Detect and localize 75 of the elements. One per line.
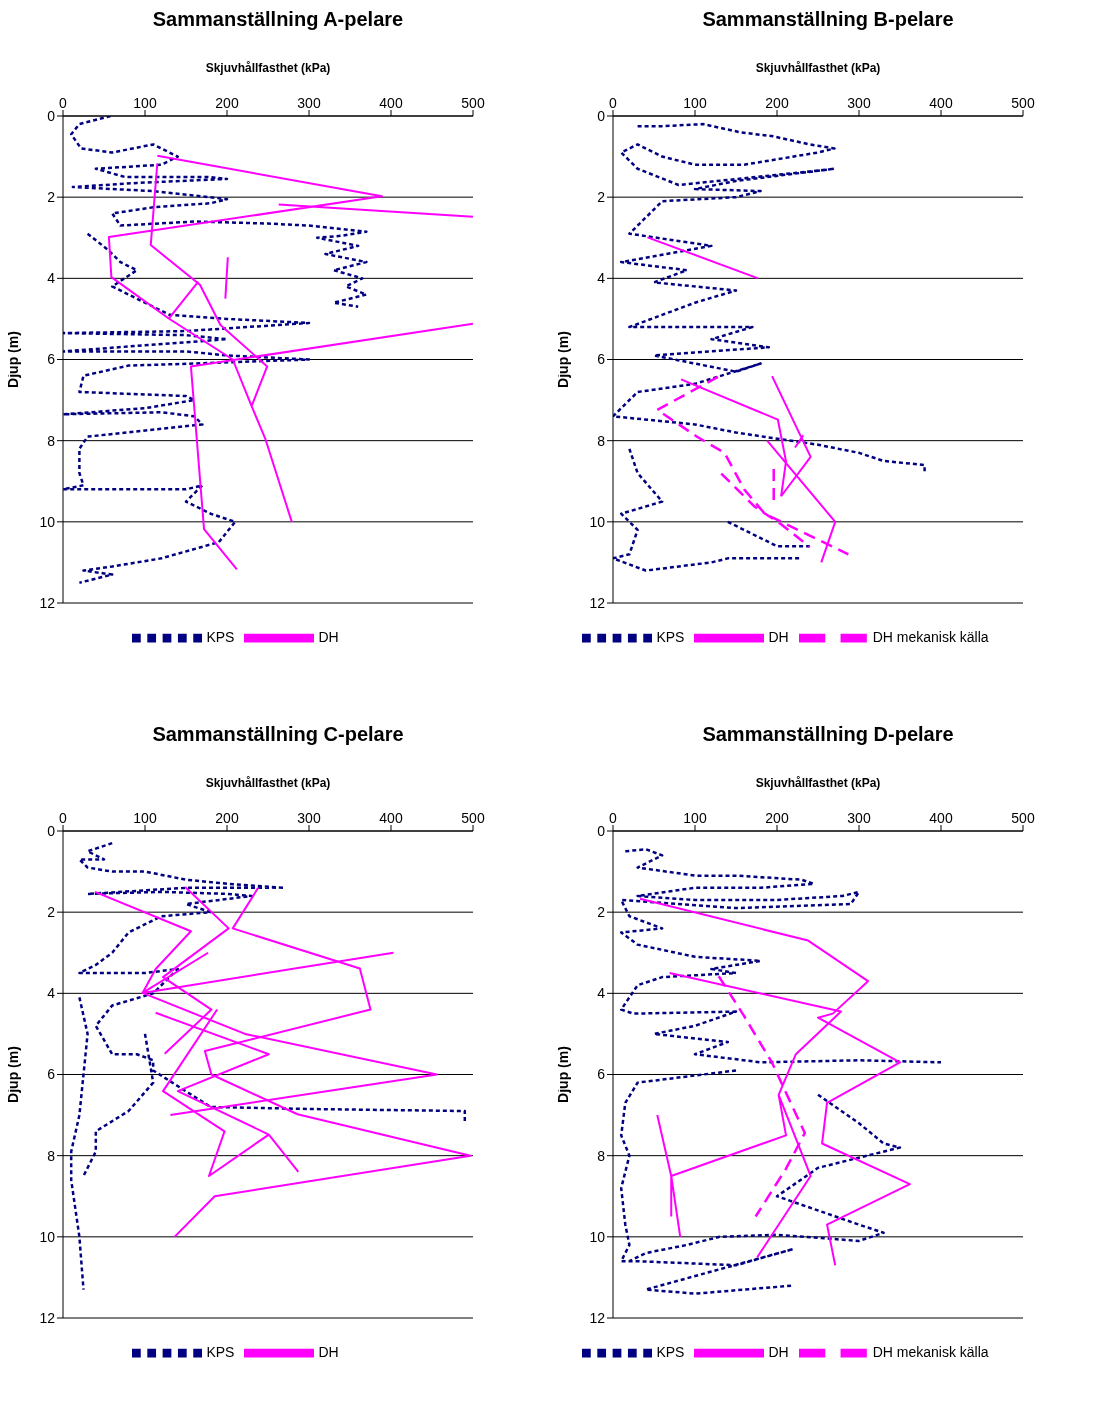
- legend-label: DH mekanisk källa: [872, 1343, 989, 1360]
- x-tick-label: 500: [461, 810, 485, 826]
- x-tick-label: 400: [379, 810, 403, 826]
- y-tick-label: 4: [597, 985, 606, 1002]
- x-tick-label: 500: [1011, 95, 1035, 111]
- y-tick-label: 6: [47, 351, 56, 368]
- chart-title: Sammanställning A-pelare: [151, 8, 405, 32]
- y-tick-label: 0: [47, 107, 56, 124]
- y-tick-label: 12: [589, 1309, 606, 1326]
- y-tick-label: 4: [597, 270, 606, 287]
- y-tick-label: 6: [597, 351, 606, 368]
- chart-title: Sammanställning C-pelare: [151, 723, 405, 747]
- x-tick-label: 500: [461, 95, 485, 111]
- y-axis-title: Djup (m): [554, 1046, 571, 1103]
- y-tick-label: 6: [47, 1066, 56, 1083]
- legend-label: KPS: [656, 628, 685, 645]
- y-tick-label: 4: [47, 270, 56, 287]
- x-tick-label: 0: [609, 95, 618, 111]
- y-tick-label: 8: [47, 1147, 56, 1164]
- chart-title: Sammanställning D-pelare: [701, 723, 955, 747]
- x-tick-label: 300: [297, 95, 321, 111]
- legend-label: KPS: [206, 628, 235, 645]
- y-tick-label: 12: [39, 594, 56, 611]
- y-tick-label: 10: [39, 513, 56, 530]
- y-tick-label: 10: [39, 1228, 56, 1245]
- y-axis-title: Djup (m): [554, 331, 571, 388]
- x-tick-label: 200: [765, 95, 789, 111]
- y-tick-label: 2: [597, 904, 606, 921]
- x-tick-label: 500: [1011, 810, 1035, 826]
- legend-label: DH: [318, 1343, 339, 1360]
- chart-title: Sammanställning B-pelare: [701, 8, 955, 32]
- x-axis-title: Skjuvhållfasthet (kPa): [755, 60, 881, 75]
- y-tick-label: 2: [597, 189, 606, 206]
- x-tick-label: 0: [609, 810, 618, 826]
- x-axis-title: Skjuvhållfasthet (kPa): [205, 775, 331, 790]
- y-tick-label: 4: [47, 985, 56, 1002]
- x-tick-label: 200: [215, 95, 239, 111]
- y-axis-title: Djup (m): [4, 331, 21, 388]
- y-tick-label: 2: [47, 904, 56, 921]
- x-tick-label: 200: [215, 810, 239, 826]
- legend-label: DH: [768, 1343, 789, 1360]
- y-tick-label: 0: [47, 822, 56, 839]
- y-tick-label: 12: [39, 1309, 56, 1326]
- y-tick-label: 10: [589, 513, 606, 530]
- legend-label: DH mekanisk källa: [872, 628, 989, 645]
- y-tick-label: 8: [47, 432, 56, 449]
- x-axis-title: Skjuvhållfasthet (kPa): [205, 60, 331, 75]
- y-tick-label: 6: [597, 1066, 606, 1083]
- x-tick-label: 100: [683, 95, 707, 111]
- x-tick-label: 300: [847, 95, 871, 111]
- y-tick-label: 12: [589, 594, 606, 611]
- x-tick-label: 300: [847, 810, 871, 826]
- legend-label: DH: [318, 628, 339, 645]
- x-tick-label: 400: [929, 810, 953, 826]
- legend-label: DH: [768, 628, 789, 645]
- line-series: [717, 975, 807, 1218]
- x-tick-label: 300: [297, 810, 321, 826]
- y-axis-title: Djup (m): [4, 1046, 21, 1103]
- x-tick-label: 0: [59, 95, 68, 111]
- legend-label: KPS: [206, 1343, 235, 1360]
- y-tick-label: 8: [597, 432, 606, 449]
- y-tick-label: 10: [589, 1228, 606, 1245]
- x-tick-label: 100: [133, 810, 157, 826]
- x-tick-label: 0: [59, 810, 68, 826]
- x-tick-label: 100: [683, 810, 707, 826]
- y-tick-label: 2: [47, 189, 56, 206]
- y-tick-label: 0: [597, 822, 606, 839]
- y-tick-label: 8: [597, 1147, 606, 1164]
- x-tick-label: 200: [765, 810, 789, 826]
- x-tick-label: 400: [929, 95, 953, 111]
- x-tick-label: 100: [133, 95, 157, 111]
- x-axis-title: Skjuvhållfasthet (kPa): [755, 775, 881, 790]
- legend-label: KPS: [656, 1343, 685, 1360]
- x-tick-label: 400: [379, 95, 403, 111]
- y-tick-label: 0: [597, 107, 606, 124]
